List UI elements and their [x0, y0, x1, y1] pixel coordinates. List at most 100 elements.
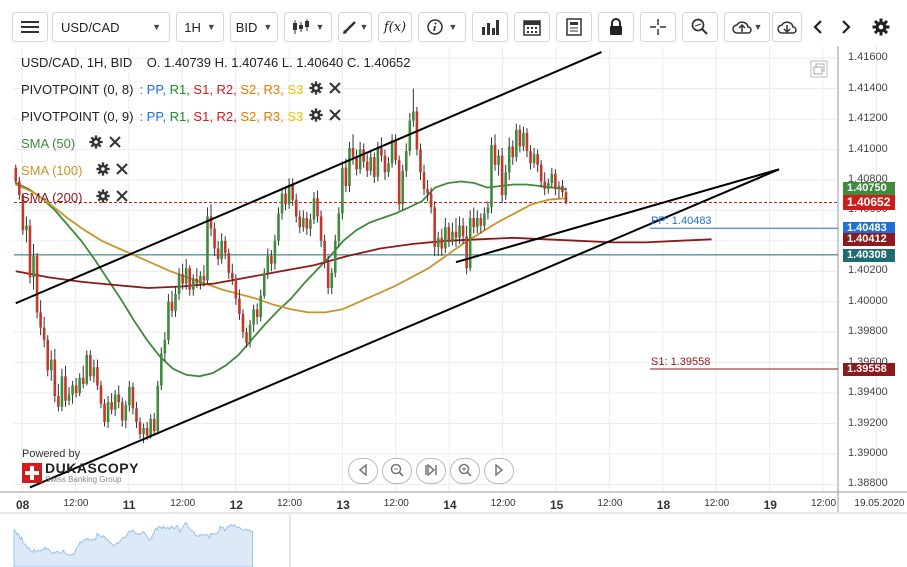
- candle-body: [337, 213, 341, 241]
- pivot-part: S1,: [193, 109, 217, 124]
- zoom-out-button[interactable]: [382, 458, 412, 484]
- candle-body: [500, 155, 504, 196]
- candle-body: [497, 155, 500, 165]
- info-select[interactable]: ▼: [418, 12, 466, 42]
- close-icon[interactable]: [116, 163, 129, 178]
- candle-body: [67, 394, 71, 401]
- gear-icon[interactable]: [89, 135, 103, 152]
- chart-area[interactable]: USD/CAD, 1H, BID O. 1.40739 H. 1.40746 L…: [0, 46, 907, 567]
- candle-body: [181, 274, 184, 284]
- gear-icon[interactable]: [96, 189, 111, 206]
- pivot-level-label: S1: 1.39558: [651, 356, 711, 368]
- gear-icon[interactable]: [96, 162, 111, 179]
- candle-body: [273, 240, 277, 264]
- chart-type-select[interactable]: ▼: [284, 12, 332, 42]
- branding: Powered by DUKASCOPY Swiss Banking Group: [22, 448, 139, 484]
- candle-body: [383, 155, 387, 173]
- candle-body: [99, 385, 103, 404]
- x-tick-label: 12: [229, 498, 243, 512]
- price-tag: 1.39558: [843, 363, 895, 376]
- pivot-parts: : PP, R1, S1, R2, S2, R3, S3: [139, 82, 303, 97]
- pivot-name: PIVOTPOINT (0, 9): [21, 109, 134, 124]
- candle-body: [454, 231, 458, 238]
- y-tick-label: 1.41400: [848, 81, 888, 94]
- candle-body: [248, 324, 252, 343]
- reset-view-button[interactable]: [416, 458, 446, 484]
- candle-body: [564, 192, 568, 203]
- candle-body: [117, 394, 121, 403]
- candle-body: [255, 309, 259, 317]
- download-select[interactable]: [772, 12, 802, 42]
- x-tick-label: 12:00: [597, 498, 623, 509]
- x-tick-label: 08: [16, 498, 30, 512]
- pivot-part: S1,: [193, 82, 217, 97]
- candle-body: [220, 240, 223, 260]
- scroll-left-button[interactable]: [804, 12, 832, 42]
- candle-body: [252, 309, 255, 325]
- close-icon[interactable]: [109, 136, 121, 151]
- close-icon[interactable]: [329, 109, 341, 124]
- candle-body: [404, 151, 408, 171]
- price-chart[interactable]: [0, 46, 907, 567]
- candle-body: [546, 182, 550, 190]
- timeframe-select[interactable]: 1H ▼: [176, 12, 224, 42]
- calendar-button[interactable]: [514, 12, 550, 42]
- y-tick-label: 1.39400: [848, 386, 888, 399]
- pivot-part: S2,: [240, 82, 264, 97]
- y-tick-label: 1.40200: [848, 264, 888, 277]
- candle-body: [419, 149, 422, 173]
- pivot-level-label: PP: 1.40483: [651, 215, 712, 228]
- pivot-part: R2,: [216, 109, 241, 124]
- trend-channel-line: [15, 51, 602, 305]
- candle-body: [35, 256, 39, 313]
- bar-chart-icon: [481, 19, 499, 35]
- sma-line: [15, 236, 712, 289]
- menu-button[interactable]: [12, 12, 48, 42]
- cloud-upload-icon: [731, 19, 752, 35]
- pivot-parts: : PP, R1, S1, R2, S2, R3, S3: [139, 109, 303, 124]
- zoom-button[interactable]: [682, 12, 718, 42]
- zoom-in-icon: [458, 463, 472, 480]
- candle-body: [333, 240, 337, 273]
- close-icon[interactable]: [329, 82, 341, 97]
- candle-body: [451, 231, 454, 241]
- candle-body: [266, 256, 270, 273]
- report-button[interactable]: [556, 12, 592, 42]
- volume-button[interactable]: [472, 12, 508, 42]
- candle-body: [536, 154, 539, 165]
- gear-icon[interactable]: [309, 108, 323, 125]
- pivot-part: S3: [287, 82, 304, 97]
- candle-body: [64, 376, 67, 401]
- zoom-in-button[interactable]: [450, 458, 480, 484]
- instrument-select[interactable]: USD/CAD ▼: [52, 12, 170, 42]
- candle-body: [49, 359, 53, 371]
- pivot-part: : PP,: [139, 82, 170, 97]
- candles-icon: [292, 19, 310, 35]
- trend-channel-line: [29, 168, 780, 489]
- calendar-icon: [523, 18, 541, 36]
- nav-left-button[interactable]: [348, 458, 378, 484]
- upload-select[interactable]: ▼: [724, 12, 770, 42]
- popout-button[interactable]: [810, 60, 828, 81]
- settings-button[interactable]: [866, 12, 896, 42]
- candle-body: [518, 129, 522, 147]
- crosshair-button[interactable]: [640, 12, 676, 42]
- function-icon: f(x): [383, 19, 407, 35]
- gear-icon[interactable]: [309, 81, 323, 98]
- chevron-down-icon: ▼: [359, 22, 369, 32]
- scroll-right-button[interactable]: [832, 12, 860, 42]
- candle-body: [319, 216, 323, 241]
- nav-right-button[interactable]: [484, 458, 514, 484]
- candle-body: [369, 157, 373, 171]
- price-tag: 1.40483: [843, 222, 895, 236]
- lock-button[interactable]: [598, 12, 634, 42]
- close-icon[interactable]: [116, 190, 129, 205]
- x-tick-label: 12:00: [490, 498, 516, 509]
- candle-body: [177, 274, 181, 295]
- candle-body: [128, 386, 131, 406]
- draw-tool-select[interactable]: ▼: [338, 12, 372, 42]
- indicators-button[interactable]: f(x): [378, 12, 412, 42]
- candle-body: [341, 167, 344, 214]
- side-select[interactable]: BID ▼: [230, 12, 278, 42]
- candle-body: [216, 248, 220, 260]
